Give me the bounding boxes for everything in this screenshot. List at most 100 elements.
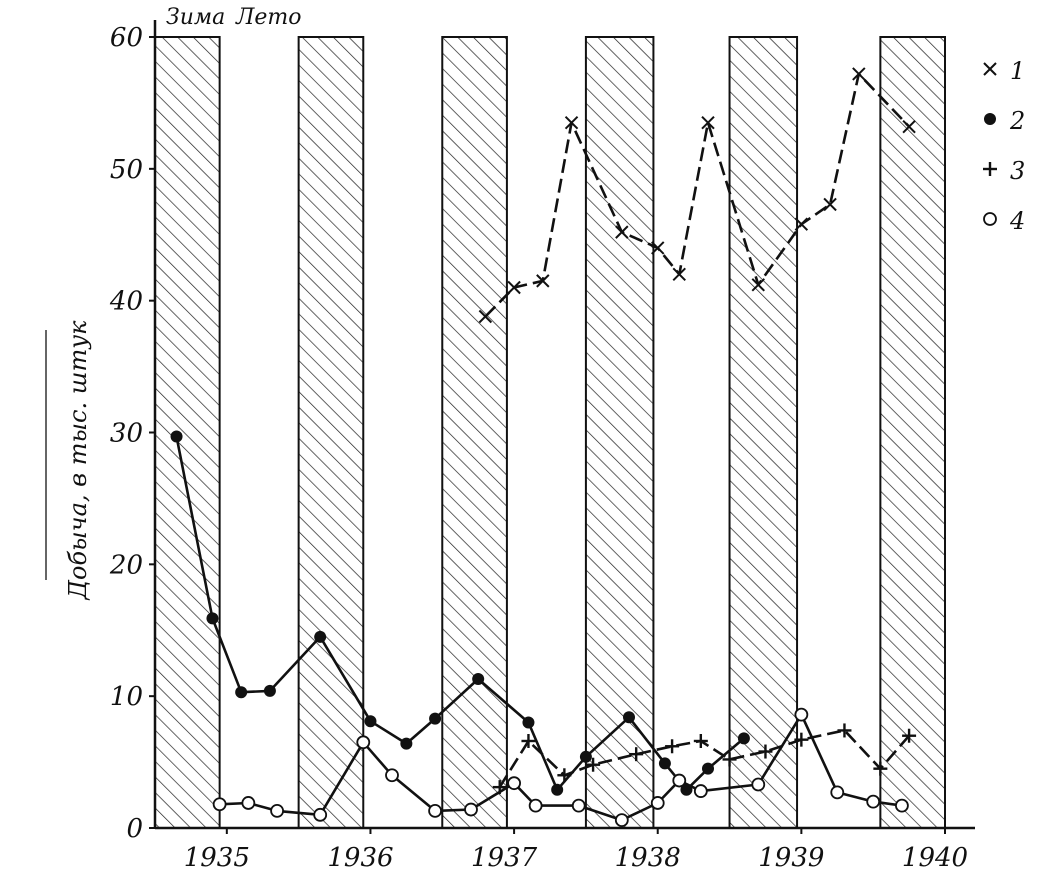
series-4-point-17 — [794, 707, 809, 722]
series-1-point-12-stroke-b — [852, 67, 866, 81]
series-1 — [478, 67, 916, 324]
series-1-point-10 — [794, 217, 809, 231]
series-4-point-15 — [693, 784, 708, 798]
series-2-point-5 — [314, 630, 327, 643]
series-3-point-8 — [722, 752, 737, 767]
series-1-point-7-stroke-b — [672, 267, 686, 282]
winter-band-1 — [154, 36, 221, 829]
series-3-point-10 — [794, 732, 809, 747]
series-1-point-5 — [615, 225, 629, 239]
series-1-point-11-stroke-b — [823, 197, 837, 212]
series-4-point-10 — [528, 798, 543, 813]
series-2-point-13 — [623, 711, 635, 724]
legend-marker-1 — [983, 62, 997, 76]
legend-marker-2 — [984, 113, 996, 125]
series-4-point-6 — [385, 768, 399, 783]
series-2-point-17 — [737, 732, 750, 745]
y-tick-label-10: 10 — [110, 682, 143, 712]
series-2-point-1 — [170, 430, 183, 443]
y-tick-label-60: 60 — [110, 23, 143, 53]
series-1-point-8 — [701, 115, 715, 130]
series-3 — [492, 723, 917, 795]
series-1-point-3 — [536, 274, 550, 288]
series-1-point-4 — [564, 115, 579, 130]
series-4-point-12 — [614, 813, 629, 827]
x-tick-label-1937: 1937 — [471, 843, 538, 873]
y-tick-label-40: 40 — [109, 287, 143, 317]
legend-marker-1-stroke-b — [983, 62, 997, 76]
legend-label-3: 3 — [1010, 157, 1025, 185]
series-4-point-3 — [270, 803, 284, 818]
series-3-point-7 — [693, 733, 708, 748]
series-layer — [170, 67, 917, 827]
winter-band-6 — [879, 36, 947, 829]
series-1-line — [484, 72, 911, 318]
legend-label-1: 1 — [1010, 57, 1025, 85]
series-4-point-9 — [507, 776, 521, 791]
y-ticks: 0 10 20 30 40 50 60 — [109, 23, 155, 844]
series-3-point-11 — [837, 723, 852, 738]
series-4-point-2 — [241, 796, 256, 810]
series-2-point-12 — [579, 750, 592, 763]
legend-marker-4 — [983, 212, 997, 226]
winter-band-4 — [584, 36, 655, 829]
legend-marker-3 — [983, 162, 997, 176]
series-4-point-16 — [751, 777, 766, 792]
series-1-point-9-stroke-b — [751, 278, 765, 292]
series-4 — [212, 707, 909, 827]
season-labels: Зима Лето — [166, 5, 301, 30]
series-1-point-9 — [751, 278, 765, 292]
winter-band-2 — [297, 36, 365, 829]
winter-band-3 — [441, 36, 508, 829]
series-2-point-3 — [235, 686, 248, 699]
series-1-point-3-stroke-b — [536, 274, 550, 288]
series-3-line — [498, 729, 911, 788]
series-4-point-4 — [313, 807, 328, 822]
series-1-point-10-stroke-b — [794, 217, 809, 231]
series-1-point-4-stroke-b — [564, 115, 579, 130]
series-4-point-7 — [428, 803, 442, 818]
series-1-point-12 — [852, 67, 866, 81]
legend-label-2: 2 — [1009, 107, 1025, 135]
series-4-point-11 — [571, 798, 586, 813]
y-tick-label-20: 20 — [109, 550, 143, 580]
series-2-point-10 — [522, 716, 535, 729]
winter-band-5 — [728, 36, 799, 829]
x-tick-label-1936: 1936 — [327, 843, 393, 873]
legend: 1 2 3 4 — [983, 57, 1025, 235]
series-3-point-6 — [665, 739, 680, 754]
x-tick-label-1938: 1938 — [615, 843, 681, 873]
legend-label-4: 4 — [1009, 207, 1025, 235]
series-3-point-12 — [873, 761, 888, 776]
series-1-point-8-stroke-b — [701, 115, 715, 130]
series-2-point-6 — [364, 715, 377, 728]
series-1-point-13 — [902, 119, 916, 134]
series-1-point-6 — [651, 241, 665, 255]
series-2-point-11 — [551, 783, 564, 796]
series-3-point-13 — [902, 728, 917, 743]
season-label-winter: Зима — [166, 5, 225, 30]
series-1-point-2 — [507, 280, 521, 295]
y-axis-label: Добыча, в тыс. штук — [64, 320, 92, 601]
x-ticks: 1935 1936 1937 1938 1939 1940 — [184, 828, 968, 873]
series-1-point-6-stroke-b — [651, 241, 665, 255]
series-1-point-7 — [672, 267, 686, 282]
series-3-point-9 — [758, 744, 773, 759]
axes — [153, 20, 975, 830]
series-2-point-14 — [658, 757, 671, 770]
series-2-point-7 — [400, 737, 413, 750]
series-3-point-5 — [629, 747, 644, 762]
series-2-point-2 — [206, 612, 219, 625]
series-4-point-5 — [356, 735, 371, 750]
series-2-point-9 — [472, 673, 485, 686]
series-4-point-18 — [830, 785, 845, 800]
series-2-point-16 — [702, 762, 714, 775]
series-3-point-3 — [557, 768, 572, 783]
series-1-point-1 — [478, 309, 493, 324]
series-2-point-8 — [429, 712, 442, 725]
series-4-point-20 — [895, 798, 909, 813]
series-3-point-4 — [586, 757, 601, 772]
series-2 — [170, 430, 750, 796]
series-4-point-1 — [212, 797, 227, 812]
